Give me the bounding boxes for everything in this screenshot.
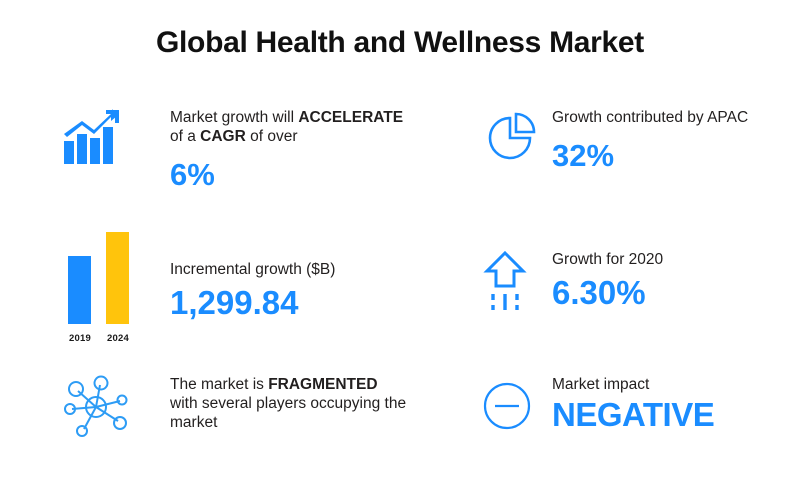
two-bar-comparison-icon-slot: 2019 2024 — [62, 232, 170, 348]
stat-value-cagr: 6% — [170, 157, 215, 192]
stat-panel-cagr: Market growth will ACCELERATE of a CAGR … — [62, 108, 462, 190]
bar-chart-growth-icon-slot — [62, 108, 170, 166]
stat-panel-fragmentation: The market is FRAGMENTED with several pl… — [62, 375, 462, 439]
stat-label-apac-contribution: Growth contributed by APAC — [552, 109, 749, 126]
stat-panel-market-impact: Market impact NEGATIVE — [482, 375, 800, 431]
stat-panel-apac-contribution: Growth contributed by APAC 32% — [482, 108, 800, 171]
stat-text-growth-2020: Growth for 2020 6.30% — [552, 250, 800, 309]
bar-label-2019: 2019 — [69, 333, 91, 344]
stat-label-fragmentation-line1: The market is FRAGMENTED — [170, 376, 378, 393]
bar-chart-growth-icon — [62, 108, 122, 166]
stat-label-cagr-line1: Market growth will ACCELERATE — [170, 109, 404, 126]
stat-label-incremental-growth: Incremental growth ($B) — [170, 261, 336, 278]
stat-value-incremental-growth: 1,299.84 — [170, 284, 299, 321]
stat-label-fragmentation-line2: with several players occupying the — [170, 395, 407, 412]
stat-value-market-impact: NEGATIVE — [552, 396, 715, 433]
pie-chart-icon-slot — [482, 108, 552, 166]
up-arrow-icon-slot — [482, 250, 552, 312]
up-arrow-icon — [482, 250, 528, 312]
stat-text-fragmentation: The market is FRAGMENTED with several pl… — [170, 375, 462, 432]
stat-panel-incremental-growth: 2019 2024 Incremental growth ($B) 1,299.… — [62, 232, 462, 348]
network-nodes-icon — [62, 375, 134, 439]
stat-value-growth-2020: 6.30% — [552, 274, 646, 311]
two-bar-comparison-icon: 2019 2024 — [62, 232, 142, 348]
circle-minus-icon — [482, 381, 532, 431]
stat-value-apac-contribution: 32% — [552, 138, 615, 173]
stat-label-fragmentation: The market is FRAGMENTED with several pl… — [170, 375, 462, 432]
pie-chart-icon — [482, 108, 540, 166]
bar-label-2024: 2024 — [107, 333, 129, 344]
stat-text-apac-contribution: Growth contributed by APAC 32% — [552, 108, 800, 171]
stat-text-cagr: Market growth will ACCELERATE of a CAGR … — [170, 108, 462, 190]
stat-label-cagr-line2: of a CAGR of over — [170, 128, 298, 145]
page-title: Global Health and Wellness Market — [155, 26, 644, 59]
stat-label-growth-2020: Growth for 2020 — [552, 251, 664, 268]
stat-label-market-impact: Market impact — [552, 376, 650, 393]
network-nodes-icon-slot — [62, 375, 170, 439]
stat-text-incremental-growth: Incremental growth ($B) 1,299.84 — [170, 240, 462, 319]
bar-2019 — [68, 256, 91, 324]
bar-2024 — [106, 232, 129, 324]
stat-text-market-impact: Market impact NEGATIVE — [552, 375, 800, 431]
stat-label-fragmentation-line3: market — [170, 414, 218, 431]
stat-label-cagr: Market growth will ACCELERATE of a CAGR … — [170, 108, 462, 146]
circle-minus-icon-slot — [482, 375, 552, 431]
stat-panel-growth-2020: Growth for 2020 6.30% — [482, 250, 800, 312]
